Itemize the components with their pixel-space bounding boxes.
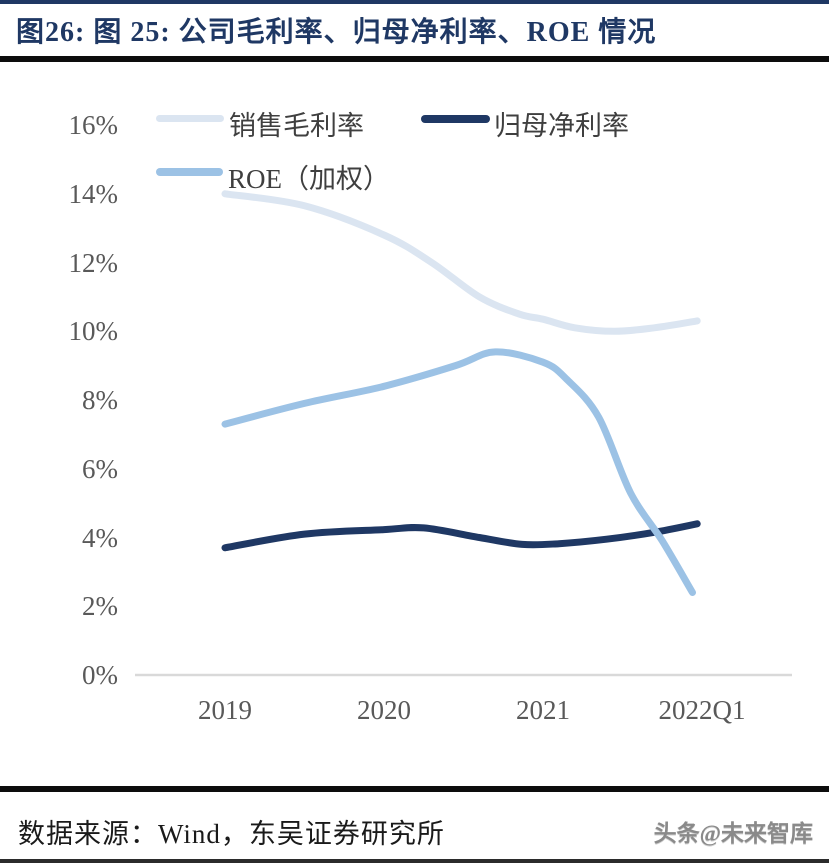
- legend-label-gross-margin: 销售毛利率: [229, 111, 364, 141]
- watermark-text: 头条@未来智库: [653, 821, 813, 846]
- footer-divider-rule: [0, 786, 829, 792]
- legend-swatch-net-margin: [421, 115, 490, 123]
- top-accent-rule: [0, 0, 829, 4]
- y-tick-label: 10%: [68, 316, 119, 347]
- bottom-border-rule: [0, 859, 829, 863]
- legend-swatch-gross-margin: [156, 115, 224, 122]
- title-divider-rule: [0, 56, 829, 62]
- y-tick-label: 6%: [82, 453, 118, 484]
- series-line-归母净利率: [221, 520, 701, 552]
- legend-swatch-roe: [156, 168, 223, 176]
- x-tick-label: 2019: [198, 695, 252, 725]
- y-tick-label: 4%: [82, 522, 118, 553]
- x-tick-label: 2022Q1: [658, 695, 746, 725]
- series-line-销售毛利率: [221, 190, 701, 335]
- series-line-ROE（加权）: [221, 348, 696, 596]
- y-tick-label: 12%: [68, 247, 119, 278]
- y-tick-label: 16%: [68, 110, 119, 140]
- legend-label-roe: ROE（加权）: [228, 164, 390, 194]
- x-tick-label: 2021: [516, 695, 570, 725]
- y-tick-label: 0%: [82, 660, 118, 690]
- y-tick-label: 2%: [82, 591, 118, 622]
- y-tick-label: 8%: [82, 385, 118, 415]
- data-source-text: 数据来源：Wind，东吴证券研究所: [18, 819, 445, 849]
- y-tick-label: 14%: [68, 178, 119, 209]
- legend-label-net-margin: 归母净利率: [494, 111, 629, 141]
- x-tick-label: 2020: [357, 695, 411, 725]
- figure-title: 图26: 图 25: 公司毛利率、归母净利率、ROE 情况: [16, 17, 657, 48]
